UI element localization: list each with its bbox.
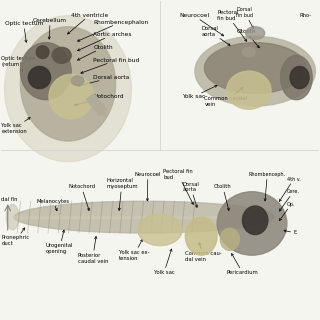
- Ellipse shape: [195, 36, 316, 106]
- Text: Melanocytes: Melanocytes: [36, 199, 69, 211]
- Text: Cerebellum: Cerebellum: [33, 18, 67, 39]
- Ellipse shape: [246, 27, 265, 39]
- Text: dal fin: dal fin: [1, 197, 18, 202]
- Text: Otolith: Otolith: [77, 45, 113, 60]
- Text: Rho-: Rho-: [300, 13, 312, 18]
- Ellipse shape: [20, 43, 71, 100]
- Text: Aortic arches: Aortic arches: [77, 32, 132, 51]
- Ellipse shape: [49, 74, 93, 119]
- Ellipse shape: [6, 204, 19, 230]
- Ellipse shape: [71, 76, 84, 85]
- Text: Common cau-
dal vein: Common cau- dal vein: [185, 243, 222, 262]
- Text: Dorsal
aorta: Dorsal aorta: [201, 26, 230, 45]
- Ellipse shape: [52, 47, 71, 63]
- Text: Notochord: Notochord: [75, 94, 124, 106]
- Text: Neurocoel: Neurocoel: [135, 172, 161, 201]
- Ellipse shape: [204, 43, 306, 93]
- Ellipse shape: [4, 16, 132, 162]
- Text: Op.: Op.: [279, 202, 295, 220]
- Ellipse shape: [185, 217, 217, 255]
- Text: 4th ventricle: 4th ventricle: [68, 12, 108, 34]
- Text: Pectoral fin bud: Pectoral fin bud: [81, 58, 140, 73]
- Text: Horizontal
myoseptum: Horizontal myoseptum: [106, 178, 138, 210]
- Text: Rhombencephalon: Rhombencephalon: [77, 20, 148, 41]
- Text: Yolk sac ex-
tension: Yolk sac ex- tension: [119, 239, 149, 260]
- Text: E.: E.: [284, 230, 298, 236]
- Text: Urogenital
opening: Urogenital opening: [46, 230, 73, 254]
- Text: Peri-: Peri-: [296, 75, 308, 80]
- FancyArrow shape: [86, 93, 107, 116]
- Ellipse shape: [138, 214, 182, 246]
- Text: Neurocoel: Neurocoel: [179, 13, 224, 36]
- Text: Notochord: Notochord: [68, 184, 95, 211]
- Ellipse shape: [36, 46, 49, 59]
- Text: Pectoral
fin bud: Pectoral fin bud: [217, 10, 247, 41]
- Text: Dorsal
aorta: Dorsal aorta: [182, 181, 199, 207]
- Ellipse shape: [243, 206, 268, 235]
- Ellipse shape: [227, 71, 271, 109]
- Text: 4th v.: 4th v.: [279, 177, 300, 201]
- Ellipse shape: [28, 67, 51, 89]
- Ellipse shape: [217, 192, 287, 255]
- Text: Optic tectum: Optic tectum: [4, 21, 43, 42]
- Text: Pericardium: Pericardium: [227, 253, 258, 275]
- Text: Yolk sac: Yolk sac: [182, 85, 217, 99]
- Text: Pronephric
duct: Pronephric duct: [1, 228, 30, 246]
- Text: Optic tectum
(retum): Optic tectum (retum): [1, 56, 36, 71]
- Text: Dorsal
fin bud: Dorsal fin bud: [236, 7, 253, 28]
- Ellipse shape: [14, 201, 274, 233]
- Text: Common caudal
vein: Common caudal vein: [204, 88, 247, 107]
- Ellipse shape: [281, 55, 312, 100]
- Text: Posterior
caudal vein: Posterior caudal vein: [77, 236, 108, 264]
- Text: Otolith: Otolith: [236, 29, 259, 48]
- Text: Rhombenceph.: Rhombenceph.: [249, 172, 286, 201]
- Ellipse shape: [243, 47, 255, 57]
- Ellipse shape: [20, 27, 116, 141]
- Text: Dorsal aorta: Dorsal aorta: [78, 75, 130, 87]
- Text: Otolith: Otolith: [214, 184, 232, 211]
- Text: Cere.: Cere.: [279, 189, 300, 211]
- Ellipse shape: [290, 67, 309, 89]
- Ellipse shape: [220, 228, 239, 251]
- Text: Yolk sac
extension: Yolk sac extension: [1, 117, 30, 134]
- Text: Yolk sac: Yolk sac: [154, 249, 174, 275]
- Text: Pectoral fin
bud: Pectoral fin bud: [163, 169, 193, 204]
